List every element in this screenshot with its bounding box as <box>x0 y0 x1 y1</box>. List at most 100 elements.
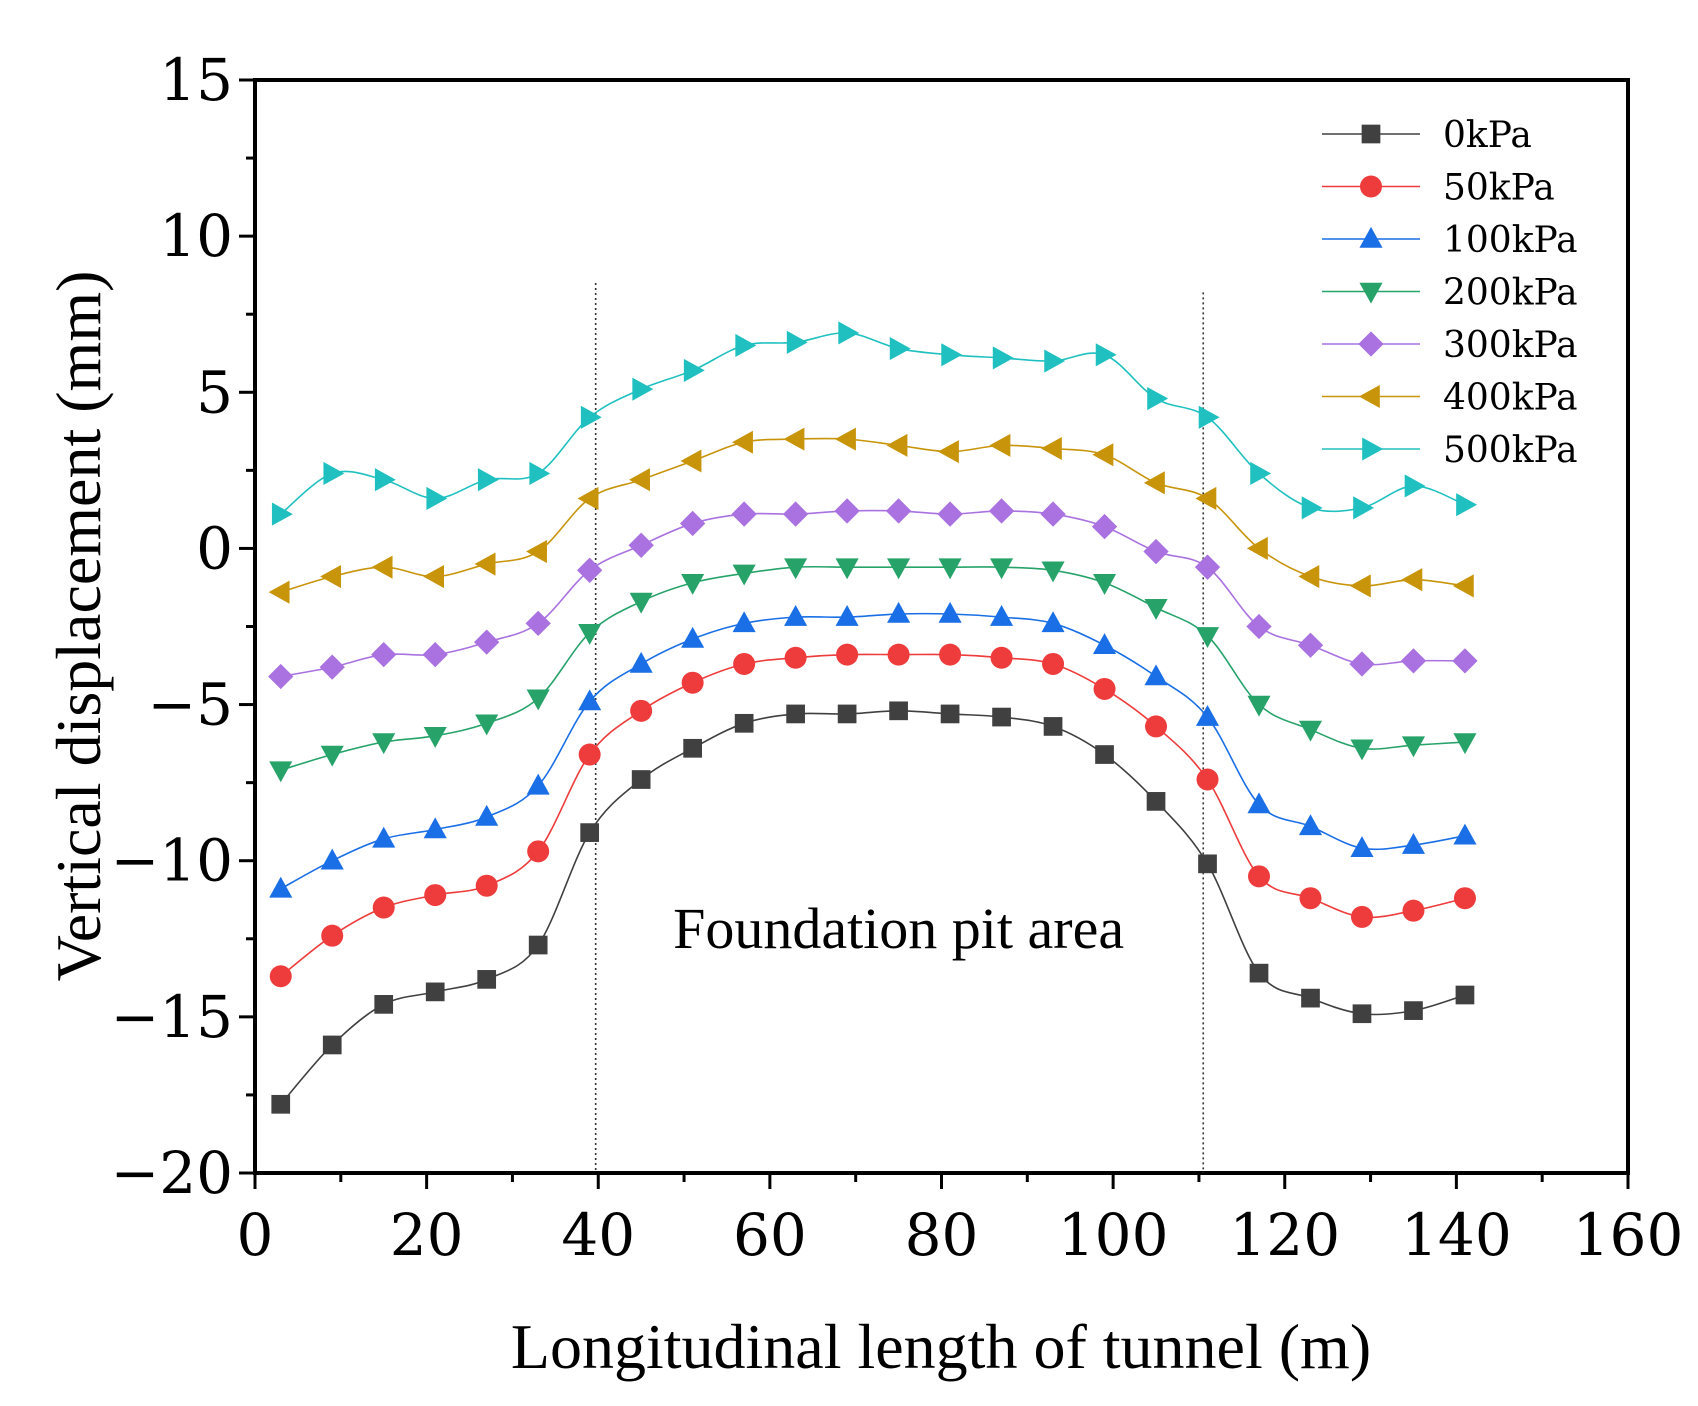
data-point <box>422 641 448 668</box>
data-point <box>992 707 1011 727</box>
data-point <box>423 817 447 839</box>
data-point <box>782 501 809 527</box>
data-point <box>528 935 548 955</box>
legend-entry: 200kPa <box>1322 273 1578 314</box>
data-point <box>939 643 962 666</box>
data-point <box>889 337 911 361</box>
series-line <box>280 509 1465 678</box>
data-point <box>1453 733 1477 755</box>
data-point <box>320 564 342 589</box>
annotation-foundation-pit-area: Foundation pit area <box>673 896 1124 961</box>
data-point <box>1146 792 1166 811</box>
data-point <box>889 701 908 721</box>
data-point <box>1247 792 1271 814</box>
y-tick-label: 0 <box>196 514 233 582</box>
data-point <box>1248 865 1271 888</box>
data-point <box>268 580 290 604</box>
x-tick-label: 120 <box>1229 1201 1340 1269</box>
data-point <box>630 699 653 722</box>
data-point <box>1195 704 1220 726</box>
data-point <box>1040 436 1062 461</box>
series-0kPa <box>271 701 1475 1114</box>
data-point <box>271 1094 291 1114</box>
data-point <box>835 427 856 451</box>
data-point <box>1349 574 1371 598</box>
legend-marker <box>1362 437 1384 461</box>
data-point <box>1401 833 1426 854</box>
legend-entry: 300kPa <box>1322 325 1578 366</box>
series-200kPa <box>269 558 1477 783</box>
data-point <box>1194 554 1221 580</box>
data-point <box>835 558 859 580</box>
data-point <box>1301 988 1320 1008</box>
data-point <box>1198 405 1220 429</box>
data-point <box>269 876 293 898</box>
data-point <box>1349 651 1375 677</box>
data-point <box>1350 905 1373 928</box>
data-point <box>732 430 753 454</box>
legend-label: 0kPa <box>1443 115 1532 156</box>
data-point <box>938 558 962 580</box>
data-point <box>269 965 292 988</box>
x-tick-label: 20 <box>390 1201 464 1269</box>
x-tick-label: 160 <box>1573 1201 1684 1269</box>
data-point <box>1298 720 1323 742</box>
data-point <box>937 440 959 464</box>
legend-entry: 100kPa <box>1322 220 1578 261</box>
legend-entry: 500kPa <box>1322 430 1578 471</box>
legend-label: 400kPa <box>1443 378 1578 419</box>
data-point <box>734 713 754 733</box>
legend-entry: 50kPa <box>1322 168 1555 209</box>
data-point <box>1144 664 1168 686</box>
data-point <box>732 564 756 586</box>
data-point <box>784 646 807 669</box>
data-point <box>372 826 396 848</box>
data-point <box>683 358 705 382</box>
series-line <box>280 565 1466 771</box>
data-point <box>320 745 344 767</box>
series-500kPa <box>271 321 1478 526</box>
data-point <box>885 498 912 524</box>
data-point <box>1040 501 1066 527</box>
data-point <box>629 592 653 614</box>
y-tick-label: 10 <box>159 202 233 270</box>
data-point <box>423 564 445 589</box>
legend-entry: 400kPa <box>1322 378 1578 419</box>
data-point <box>784 605 808 626</box>
data-point <box>1452 648 1478 674</box>
data-point <box>937 501 963 527</box>
data-point <box>629 651 653 673</box>
data-point <box>374 468 396 492</box>
data-point <box>1041 561 1065 583</box>
x-axis-title: Longitudinal length of tunnel (m) <box>511 1311 1371 1382</box>
data-point <box>1299 887 1322 910</box>
data-point <box>1041 611 1065 633</box>
data-point <box>578 743 601 766</box>
data-point <box>735 333 757 357</box>
data-point <box>1143 538 1169 565</box>
data-point <box>988 498 1015 524</box>
y-tick-label: −5 <box>148 671 234 739</box>
data-point <box>268 663 294 690</box>
data-point <box>783 427 805 451</box>
data-point <box>1145 715 1168 738</box>
data-point <box>1091 513 1118 540</box>
data-point <box>323 461 345 486</box>
series-400kPa <box>268 427 1474 604</box>
data-point <box>477 970 497 989</box>
data-point <box>424 884 447 907</box>
data-point <box>477 468 499 492</box>
data-point <box>679 510 706 537</box>
data-point <box>837 704 857 724</box>
data-point <box>1453 823 1477 845</box>
data-point <box>371 555 393 579</box>
data-point <box>1143 471 1165 495</box>
data-point <box>1196 768 1219 791</box>
data-point <box>887 643 910 666</box>
data-point <box>1352 1004 1372 1024</box>
data-point <box>681 626 705 648</box>
data-point <box>631 770 651 789</box>
data-point <box>526 773 550 795</box>
data-point <box>1453 887 1476 910</box>
